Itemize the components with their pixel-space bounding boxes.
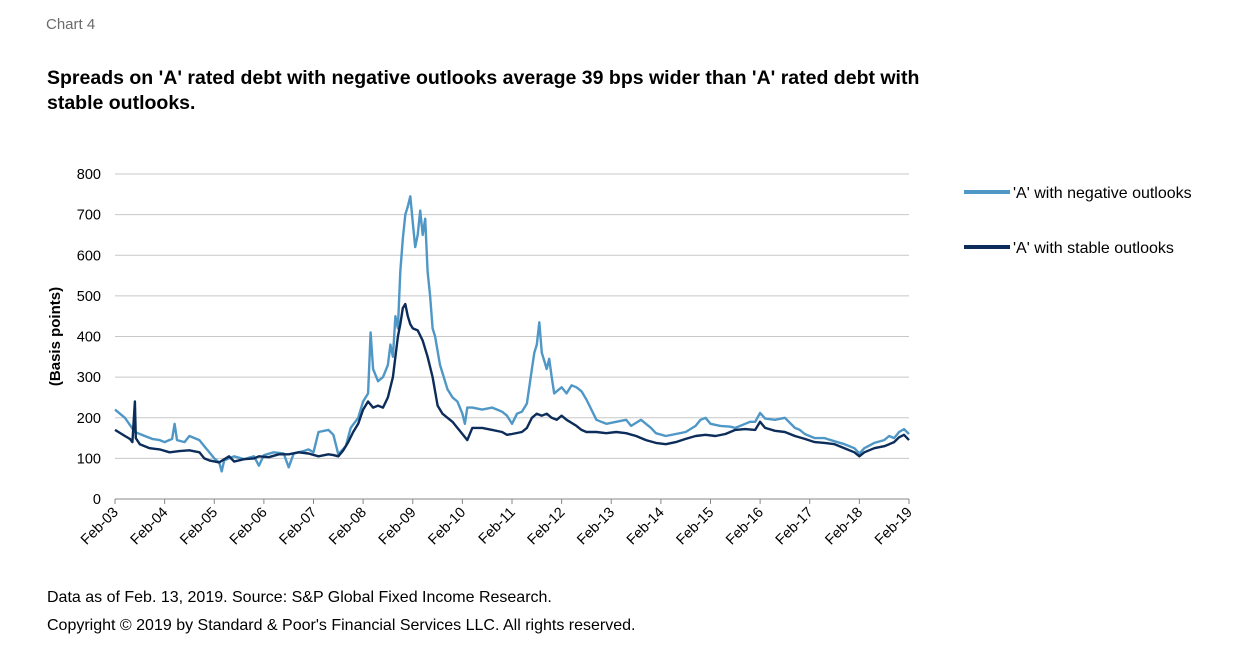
chart-label: Chart 4: [46, 16, 96, 33]
y-tick-label: 500: [77, 289, 101, 305]
x-axis: Feb-03 Feb-04 Feb-05 Feb-06 Feb-07 Feb-08 Feb-…: [78, 498, 916, 549]
y-tick-label: 0: [93, 492, 101, 508]
x-tick-label: Feb-09: [376, 505, 420, 549]
legend-label: 'A' with negative outlooks: [1013, 185, 1192, 202]
legend-label: 'A' with stable outlooks: [1013, 240, 1174, 257]
x-tick-label: Feb-04: [128, 505, 172, 549]
series-lines: [114, 195, 910, 473]
y-axis-ticks: 0 100 200 300 400 500 600 700 800: [77, 167, 101, 508]
y-tick-label: 300: [77, 370, 101, 386]
y-axis-label: (Basis points): [47, 287, 64, 386]
x-tick-label: Feb-18: [822, 505, 866, 549]
x-tick-label: Feb-16: [723, 505, 767, 549]
x-tick-label: Feb-06: [227, 505, 271, 549]
chart-title: Spreads on 'A' rated debt with negative …: [47, 67, 920, 114]
x-tick-label: Feb-13: [574, 505, 618, 549]
x-tick-label: Feb-10: [425, 505, 469, 549]
x-tick-label: Feb-15: [674, 505, 718, 549]
y-tick-label: 800: [77, 167, 101, 183]
gridlines: [115, 173, 909, 459]
legend: 'A' with negative outlooks 'A' with stabl…: [964, 185, 1192, 257]
x-tick-label: Feb-05: [177, 505, 221, 549]
x-tick-label: Feb-12: [525, 505, 569, 549]
copyright-note: Copyright © 2019 by Standard & Poor's Fi…: [47, 617, 636, 634]
x-tick-label: Feb-07: [277, 505, 321, 549]
y-tick-label: 100: [77, 451, 101, 467]
source-note: Data as of Feb. 13, 2019. Source: S&P Gl…: [47, 589, 552, 606]
x-tick-label: Feb-08: [326, 505, 370, 549]
y-tick-label: 600: [77, 248, 101, 264]
y-tick-label: 700: [77, 208, 101, 224]
x-tick-label: Feb-14: [624, 505, 668, 549]
series-line-stable-outlooks: [114, 302, 910, 464]
x-tick-label: Feb-19: [872, 505, 916, 549]
y-tick-label: 400: [77, 330, 101, 346]
x-tick-label: Feb-17: [773, 505, 817, 549]
x-tick-label: Feb-03: [78, 505, 122, 549]
y-tick-label: 200: [77, 411, 101, 427]
x-tick-label: Feb-11: [476, 505, 519, 548]
series-line-negative-outlooks: [114, 195, 910, 473]
